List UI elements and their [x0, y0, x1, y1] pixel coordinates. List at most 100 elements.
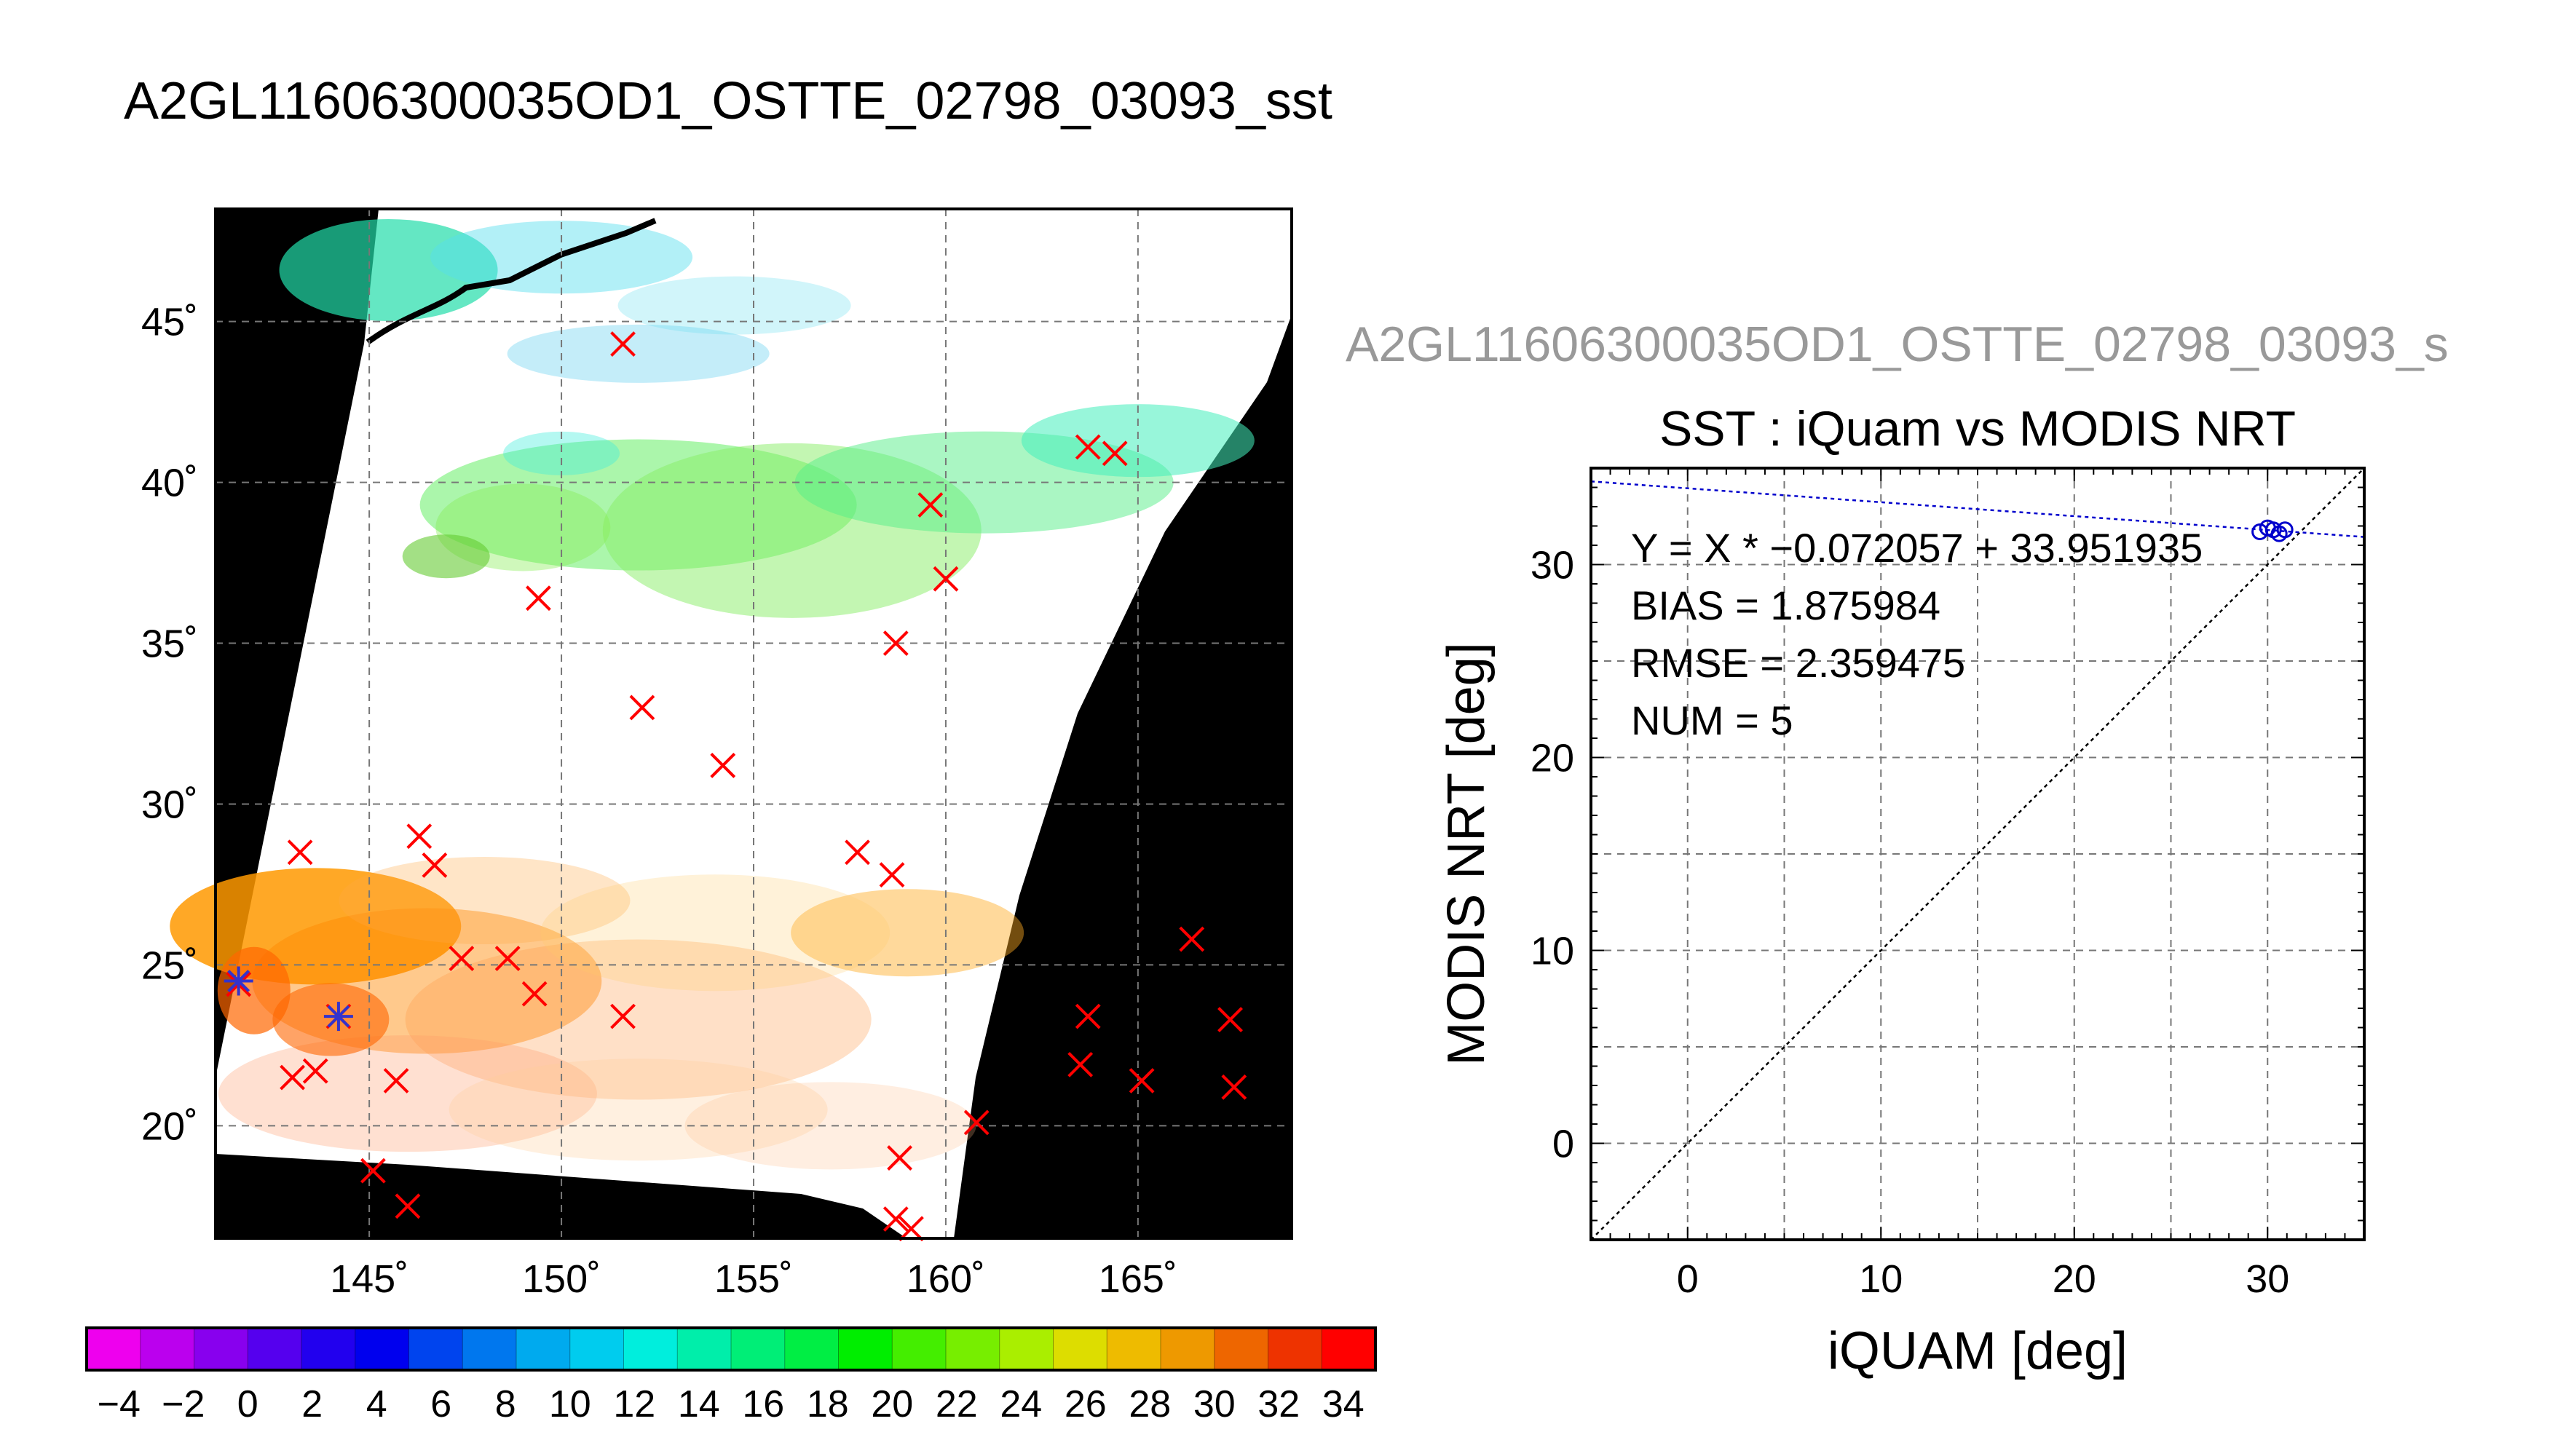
- buoy-marker: [629, 695, 655, 721]
- map-x-tick-label: 145˚: [330, 1257, 408, 1301]
- buoy-marker: [1221, 1074, 1247, 1100]
- sst-blob: [218, 1035, 597, 1152]
- buoy-marker: [882, 630, 909, 656]
- map-x-tick-labels: 145˚ 150˚ 155˚ 160˚ 165˚: [330, 1257, 1177, 1301]
- scatter-y-label: MODIS NRT [deg]: [1437, 642, 1496, 1066]
- map-y-tick-label: 25˚: [141, 943, 198, 987]
- colorbar-label: 34: [1322, 1383, 1365, 1425]
- sst-blob: [402, 534, 490, 579]
- colorbar-label: 30: [1193, 1383, 1236, 1425]
- map-panel: 145˚ 150˚ 155˚ 160˚ 165˚ 20˚ 25˚ 30˚ 35˚ 40˚ 45˚: [141, 207, 1293, 1301]
- colorbar-cell: [248, 1328, 302, 1370]
- buoy-marker: [917, 492, 944, 518]
- colorbar-cell: [194, 1328, 248, 1370]
- colorbar-label: 12: [613, 1383, 655, 1425]
- sst-field: [170, 218, 1255, 1170]
- scatter-points: [2251, 519, 2294, 542]
- colorbar-label: 24: [1000, 1383, 1042, 1425]
- map-y-tick-label: 40˚: [141, 462, 198, 505]
- colorbar-label: 22: [936, 1383, 978, 1425]
- colorbar-label: 6: [430, 1383, 451, 1425]
- sst-blob: [272, 983, 390, 1056]
- sst-blob: [503, 431, 620, 475]
- colorbar-label: 16: [742, 1383, 784, 1425]
- coastline: [366, 218, 657, 345]
- buoy-marker: [899, 1216, 924, 1242]
- matched-marker: [323, 1002, 353, 1032]
- colorbar-cell: [999, 1328, 1054, 1370]
- buoy-marker: [360, 1158, 386, 1184]
- colorbar-cell: [838, 1328, 893, 1370]
- one-to-one-line: [1590, 467, 2365, 1241]
- buoy-marker: [383, 1068, 409, 1093]
- map-x-tick-label: 155˚: [714, 1257, 793, 1301]
- colorbar-label: 26: [1065, 1383, 1107, 1425]
- buoy-marker: [494, 946, 521, 971]
- scatter-frame: [1590, 467, 2366, 1241]
- scatter-x-tick-label: 0: [1677, 1257, 1699, 1301]
- buoy-marker: [525, 585, 551, 612]
- matched-marker: [224, 966, 253, 996]
- scatter-x-tick-label: 10: [1859, 1257, 1903, 1301]
- scatter-x-tick-label: 30: [2246, 1257, 2289, 1301]
- buoy-marker: [882, 1206, 909, 1232]
- map-x-tick-label: 160˚: [907, 1257, 985, 1301]
- colorbar-cell: [1053, 1328, 1107, 1370]
- regression-line: [1590, 480, 2365, 538]
- buoy-marker: [933, 566, 959, 592]
- colorbar-cell: [1214, 1328, 1268, 1370]
- colorbar-label: 28: [1129, 1383, 1171, 1425]
- stat-line: RMSE = 2.359475: [1631, 640, 1965, 686]
- stat-line: BIAS = 1.875984: [1631, 582, 1940, 628]
- buoy-marker: [879, 862, 905, 888]
- scatter-y-tick-label: 30: [1531, 544, 1574, 587]
- colorbar-cell: [784, 1328, 839, 1370]
- stat-line: NUM = 5: [1631, 697, 1793, 743]
- colorbar-cell: [946, 1328, 1000, 1370]
- colorbar-label: 0: [237, 1383, 258, 1425]
- buoy-marker: [1067, 1051, 1094, 1077]
- scatter-y-tick-label: 10: [1531, 930, 1574, 973]
- colorbar-label: 20: [871, 1383, 913, 1425]
- scatter-x-label: iQUAM [deg]: [1828, 1322, 2128, 1380]
- sst-blob: [507, 324, 770, 383]
- buoy-marker: [302, 1058, 328, 1084]
- scatter-stats: Y = X * −0.072057 + 33.951935 BIAS = 1.87…: [1631, 525, 2203, 743]
- scatter-x-tick-labels: 0 10 20 30: [1677, 1257, 2290, 1301]
- colorbar-cell: [408, 1328, 463, 1370]
- buoy-marker: [1075, 1003, 1101, 1029]
- colorbar-cell: [140, 1328, 194, 1370]
- buoy-marker: [610, 1003, 636, 1029]
- buoy-marker: [845, 839, 870, 866]
- map-title: A2GL11606300035OD1_OSTTE_02798_03093_sst: [124, 72, 1332, 130]
- scatter-lines: [1590, 467, 2365, 1241]
- colorbar-cell: [462, 1328, 517, 1370]
- buoy-marker: [1217, 1007, 1243, 1032]
- buoy-marker: [963, 1109, 990, 1136]
- colorbar-labels: −4 −2 0 2 4 6 8 10 12 14 16 18 20 22 24 26 28 30 32 34: [98, 1383, 1365, 1425]
- colorbar-cell: [516, 1328, 571, 1370]
- colorbar-label: 10: [549, 1383, 591, 1425]
- colorbar-label: 4: [366, 1383, 387, 1425]
- colorbar-cell: [569, 1328, 624, 1370]
- colorbar-cell: [1268, 1328, 1322, 1370]
- sst-blob: [617, 276, 851, 335]
- map-y-tick-label: 45˚: [141, 301, 198, 344]
- map-y-tick-labels: 20˚ 25˚ 30˚ 35˚ 40˚ 45˚: [141, 301, 198, 1149]
- scatter-y-tick-labels: 0 10 20 30: [1531, 544, 1574, 1166]
- map-x-tick-label: 150˚: [522, 1257, 601, 1301]
- scatter-y-tick-label: 0: [1552, 1123, 1574, 1166]
- map-y-tick-label: 35˚: [141, 622, 198, 666]
- colorbar-label: 8: [495, 1383, 516, 1425]
- buoy-marker: [710, 753, 736, 778]
- map-y-tick-label: 20˚: [141, 1104, 198, 1148]
- buoy-marker: [1129, 1068, 1155, 1093]
- map-grid: [216, 209, 1292, 1238]
- colorbar-cell: [1322, 1328, 1376, 1370]
- buoy-marker: [280, 1064, 305, 1091]
- scatter-title: SST : iQuam vs MODIS NRT: [1659, 401, 2296, 456]
- scatter-point: [2276, 521, 2294, 539]
- colorbar-cell: [301, 1328, 356, 1370]
- buoy-marker: [1179, 926, 1205, 952]
- map-frame: [214, 207, 1293, 1240]
